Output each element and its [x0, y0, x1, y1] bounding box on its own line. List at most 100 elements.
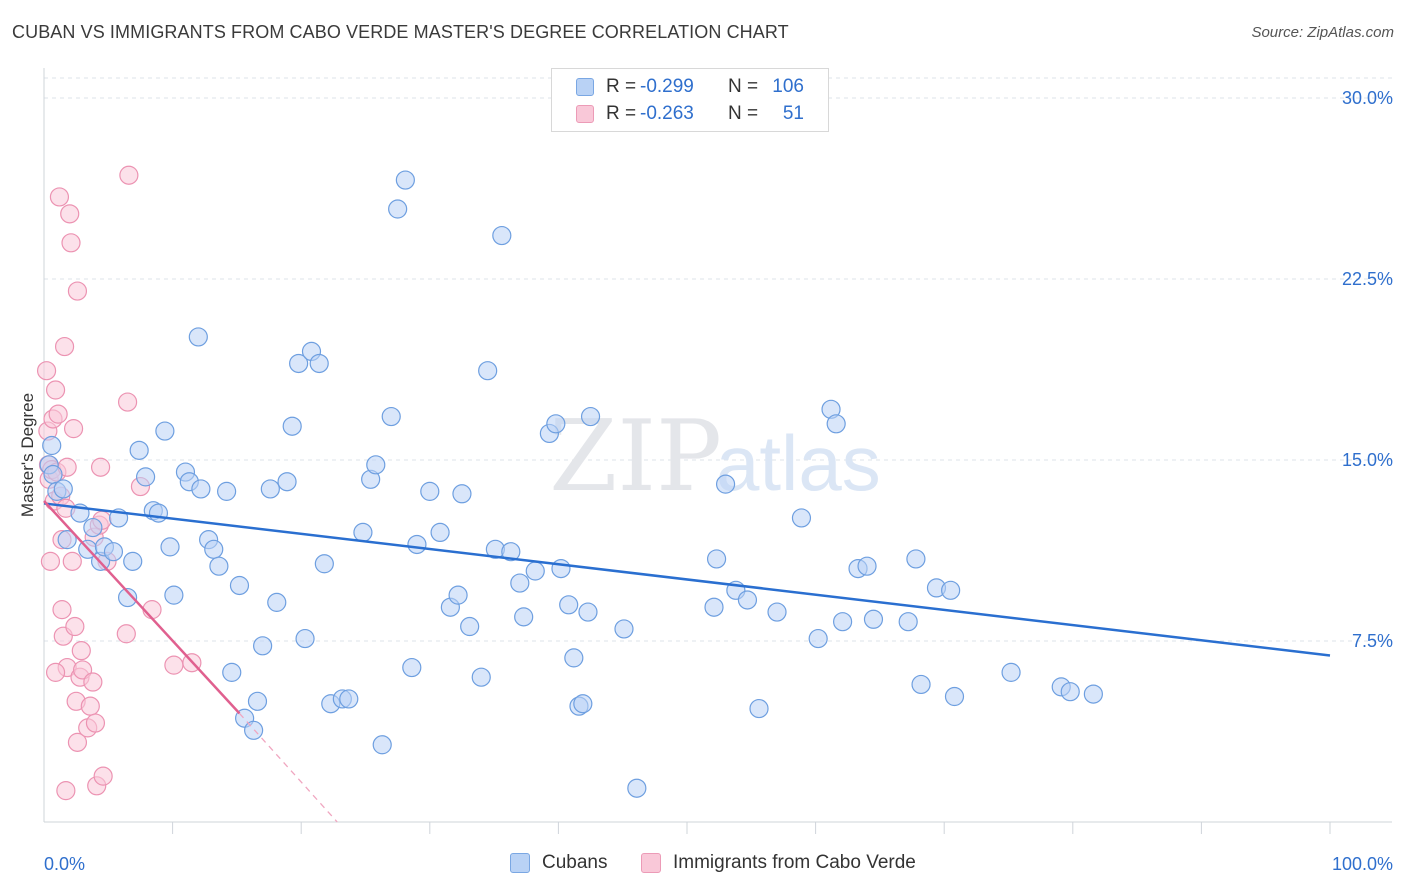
legend-row-cubans: R = -0.299 N = 106 — [576, 74, 804, 100]
cubans-point — [164, 585, 184, 605]
cubans-point — [898, 612, 918, 632]
cubans-point — [244, 720, 264, 740]
y-tick-label: 30.0% — [1342, 88, 1393, 108]
cabo-verde-point — [49, 187, 70, 207]
cubans-point — [715, 474, 736, 494]
cubans-point — [559, 595, 579, 615]
legend-row-cabo-verde: R = -0.263 N = 51 — [576, 101, 804, 127]
cubans-point — [501, 542, 521, 562]
cubans-point — [1083, 684, 1103, 704]
source-label: Source: ZipAtlas.com — [1251, 24, 1394, 41]
cabo-verde-point — [61, 233, 81, 253]
series-legend-cubans[interactable]: Cubans — [510, 852, 608, 874]
cubans-point — [941, 580, 961, 600]
cubans-point — [339, 689, 359, 709]
cubans-point — [309, 353, 329, 374]
cubans-point — [53, 479, 73, 499]
cubans-point — [381, 406, 401, 427]
cubans-point — [944, 686, 965, 707]
cubans-point — [57, 530, 77, 550]
cubans-point — [564, 648, 584, 668]
cubans-point — [388, 199, 408, 219]
cubans-point — [833, 612, 853, 632]
legend-swatch-cabo-verde — [576, 105, 594, 123]
legend-n-label: N = — [728, 103, 759, 124]
cubans-point — [83, 517, 103, 538]
cabo-verde-point — [142, 600, 162, 620]
cubans-point — [460, 616, 480, 637]
cabo-verde-point — [67, 732, 88, 752]
cubans-point — [155, 421, 175, 441]
cubans-point — [160, 537, 180, 557]
cabo-verde-point — [36, 361, 57, 381]
cubans-point — [282, 416, 302, 436]
cubans-point — [826, 414, 846, 434]
cubans-point — [578, 602, 598, 622]
trend-layer — [43, 500, 1331, 823]
cubans-point — [295, 628, 315, 649]
cubans-point — [704, 597, 724, 617]
cubans-point — [229, 575, 250, 596]
cabo-verde-trend-line — [43, 500, 241, 715]
cabo-verde-point — [71, 641, 91, 661]
legend-r-label: R = — [606, 76, 637, 97]
chart-title: CUBAN VS IMMIGRANTS FROM CABO VERDE MAST… — [12, 22, 789, 42]
cubans-point — [911, 674, 931, 695]
cubans-point — [129, 440, 149, 460]
cubans-point — [863, 609, 884, 629]
y-tick-label: 15.0% — [1342, 450, 1393, 470]
cubans-point — [353, 522, 373, 543]
cabo-verde-point — [80, 696, 100, 716]
series-label-cabo-verde: Immigrants from Cabo Verde — [673, 852, 916, 873]
cubans-point — [366, 455, 386, 475]
cabo-verde-point — [48, 404, 68, 424]
cabo-verde-point — [119, 165, 139, 185]
cubans-point — [267, 592, 287, 612]
cabo-verde-point — [90, 457, 111, 477]
cubans-point — [1060, 682, 1080, 702]
legend-n-value: 51 — [782, 103, 804, 124]
cubans-point — [204, 539, 224, 559]
legend-n-value: 106 — [772, 76, 804, 97]
cubans-point — [791, 508, 812, 528]
cabo-verde-point — [116, 624, 136, 644]
cubans-point — [767, 602, 787, 622]
cabo-verde-point — [56, 781, 76, 801]
cabo-verde-point — [63, 419, 84, 439]
cubans-point — [191, 479, 211, 499]
series-label-cubans: Cubans — [542, 852, 608, 873]
watermark-zip: ZIP — [549, 400, 722, 514]
cabo-verde-point — [52, 600, 72, 620]
cabo-verde-point — [65, 616, 85, 637]
cubans-point — [314, 554, 334, 574]
cubans-point — [706, 549, 727, 569]
series-swatch-cubans — [510, 853, 530, 873]
cubans-point — [222, 662, 242, 682]
cabo-verde-point — [54, 336, 75, 357]
cubans-point — [510, 573, 530, 593]
cubans-point — [514, 607, 534, 627]
cubans-point — [737, 590, 758, 610]
y-tick-label: 7.5% — [1352, 631, 1393, 651]
cubans-point — [209, 556, 229, 576]
cabo-verde-point — [40, 551, 61, 571]
series-swatch-cabo-verde — [641, 853, 661, 873]
cubans-point — [407, 534, 427, 555]
x-tick-label: 0.0% — [44, 854, 85, 874]
legend-r-label: R = — [606, 103, 637, 124]
legend-r-value: -0.299 — [640, 76, 694, 97]
cabo-verde-trend-extension — [238, 712, 338, 823]
cubans-point — [247, 691, 268, 711]
cubans-point — [289, 353, 309, 374]
cubans-point — [103, 542, 124, 562]
cubans-point — [148, 503, 169, 523]
series-legend-cabo-verde[interactable]: Immigrants from Cabo Verde — [641, 852, 916, 874]
cubans-point — [253, 636, 273, 656]
cubans-point — [372, 735, 392, 755]
cubans-point — [402, 657, 422, 678]
cubans-point — [452, 484, 472, 504]
cubans-point — [749, 698, 769, 719]
cubans-point — [906, 549, 926, 569]
cubans-point — [260, 479, 280, 499]
